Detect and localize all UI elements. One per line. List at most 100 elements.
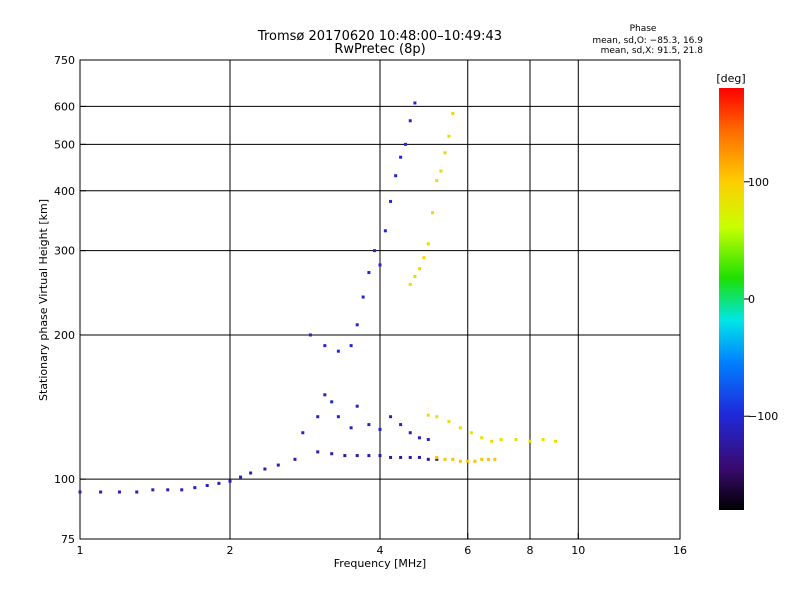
- y-tick-label: 500: [54, 138, 75, 151]
- data-point: [443, 151, 447, 155]
- data-point: [399, 155, 403, 159]
- data-point: [458, 459, 462, 463]
- data-point: [490, 439, 494, 443]
- colorbar-tick-label: −100: [748, 410, 778, 423]
- x-tick-label: 2: [227, 544, 234, 557]
- data-point: [135, 490, 139, 494]
- data-point: [389, 455, 393, 459]
- x-axis-label: Frequency [MHz]: [334, 557, 426, 570]
- y-tick-label: 100: [54, 473, 75, 486]
- colorbar-label: [deg]: [716, 72, 745, 85]
- stats-x-mode: mean, sd,X: 91.5, 21.8: [601, 46, 704, 56]
- data-point: [323, 393, 327, 397]
- data-point: [308, 333, 312, 337]
- y-tick-label: 200: [54, 329, 75, 342]
- data-point: [239, 475, 243, 479]
- data-point: [458, 426, 462, 430]
- data-point: [473, 459, 477, 463]
- chart-subtitle: RwPretec (8p): [334, 42, 425, 57]
- data-point: [99, 490, 103, 494]
- data-point: [378, 454, 382, 458]
- y-tick-label: 600: [54, 100, 75, 113]
- data-point: [480, 457, 484, 461]
- data-point: [249, 471, 253, 475]
- data-point: [499, 438, 503, 442]
- data-point: [426, 438, 430, 442]
- data-point: [389, 199, 393, 203]
- data-point: [447, 419, 451, 423]
- data-point: [417, 436, 421, 440]
- data-point: [373, 249, 377, 253]
- data-point: [426, 242, 430, 246]
- data-point: [480, 436, 484, 440]
- colorbar-ticks: 100 0 −100: [744, 176, 778, 423]
- data-point: [349, 344, 353, 348]
- data-point: [355, 404, 359, 408]
- data-point: [469, 431, 473, 435]
- data-point: [426, 413, 430, 417]
- data-point: [343, 454, 347, 458]
- data-point: [166, 488, 170, 492]
- data-point: [349, 426, 353, 430]
- data-point: [451, 457, 455, 461]
- data-point: [151, 488, 155, 492]
- data-point: [451, 111, 455, 115]
- colorbar-tick-label: 100: [748, 176, 769, 189]
- data-point: [78, 490, 82, 494]
- data-point: [276, 463, 280, 467]
- stats-heading: Phase: [630, 24, 657, 34]
- data-point: [408, 119, 412, 123]
- data-point: [301, 431, 305, 435]
- data-point: [486, 457, 490, 461]
- data-point: [217, 481, 221, 485]
- x-tick-label: 16: [673, 544, 687, 557]
- data-point: [408, 282, 412, 286]
- data-point: [399, 455, 403, 459]
- data-point: [323, 344, 327, 348]
- data-point: [466, 459, 470, 463]
- data-point: [399, 423, 403, 427]
- data-point: [361, 295, 365, 299]
- data-point: [408, 431, 412, 435]
- data-point: [493, 457, 497, 461]
- data-point: [383, 229, 387, 233]
- x-tick-label: 4: [377, 544, 384, 557]
- data-point: [413, 101, 417, 105]
- data-point: [435, 457, 439, 461]
- data-point: [528, 439, 532, 443]
- data-point: [389, 415, 393, 419]
- data-point: [378, 427, 382, 431]
- data-point: [117, 490, 121, 494]
- x-tick-label: 10: [571, 544, 585, 557]
- data-point: [205, 483, 209, 487]
- data-point: [336, 349, 340, 353]
- data-point: [367, 423, 371, 427]
- data-point: [553, 439, 557, 443]
- data-point: [514, 438, 518, 442]
- data-point: [330, 400, 334, 404]
- data-point: [426, 457, 430, 461]
- y-tick-label: 750: [54, 54, 75, 67]
- data-point: [367, 271, 371, 275]
- y-axis-label: Stationary phase Virtual Height [km]: [37, 199, 50, 401]
- data-point: [316, 450, 320, 454]
- axis-ticks: 1 2 4 6 8 10 16 75 100 200 300 400 500 600 750: [54, 54, 687, 557]
- data-point: [417, 455, 421, 459]
- data-point: [443, 457, 447, 461]
- x-tick-label: 1: [77, 544, 84, 557]
- data-point: [378, 263, 382, 267]
- data-point: [408, 455, 412, 459]
- grid-lines: [80, 60, 680, 539]
- data-point: [193, 486, 197, 490]
- y-tick-label: 75: [61, 533, 75, 546]
- data-point: [330, 452, 334, 456]
- data-point: [355, 454, 359, 458]
- data-point: [316, 415, 320, 419]
- x-tick-label: 8: [527, 544, 534, 557]
- data-point: [417, 267, 421, 271]
- data-point: [413, 274, 417, 278]
- data-point: [336, 415, 340, 419]
- data-point: [180, 488, 184, 492]
- data-point: [228, 479, 232, 483]
